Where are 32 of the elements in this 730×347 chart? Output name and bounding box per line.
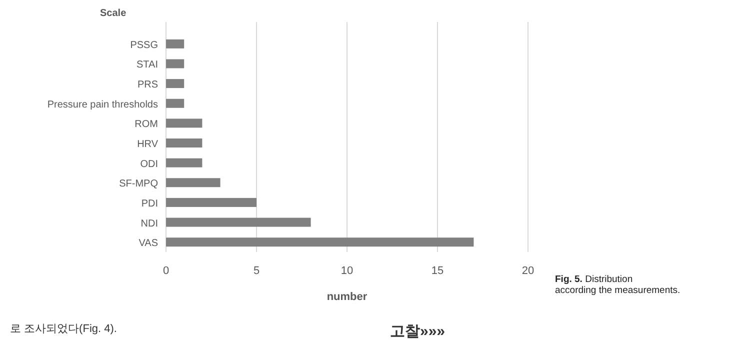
y-tick-label: PDI bbox=[141, 198, 158, 210]
bar bbox=[166, 98, 184, 108]
y-tick-label: NDI bbox=[140, 218, 158, 230]
y-tick-label: Pressure pain thresholds bbox=[47, 99, 158, 110]
bar bbox=[166, 198, 256, 207]
x-tick-label: 15 bbox=[431, 265, 444, 277]
x-tick-label: 5 bbox=[253, 265, 260, 277]
y-tick-label: PRS bbox=[137, 80, 158, 91]
y-tick-label: HRV bbox=[137, 139, 158, 150]
bar bbox=[166, 138, 202, 148]
x-tick-label: 0 bbox=[162, 265, 170, 277]
bar bbox=[166, 238, 474, 247]
y-tick-label: ROM bbox=[134, 119, 158, 130]
bar bbox=[166, 118, 202, 128]
bar bbox=[166, 39, 184, 48]
text: 고찰»»» bbox=[390, 323, 446, 340]
y-tick-label: STAI bbox=[136, 60, 158, 71]
bar bbox=[166, 59, 184, 68]
x-tick-label: 20 bbox=[522, 265, 534, 277]
bar bbox=[166, 178, 220, 188]
y-axis-title: Scale bbox=[100, 8, 127, 19]
bar bbox=[166, 79, 184, 88]
text: Fig. 5. Distribution according the measurements. bbox=[555, 274, 680, 296]
x-axis-title: number bbox=[326, 291, 368, 303]
bar bbox=[166, 158, 202, 168]
y-tick-label: SF-MPQ bbox=[119, 178, 158, 190]
text: 로 조사되었다(Fig. 4). bbox=[10, 323, 117, 335]
x-tick-label: 10 bbox=[340, 265, 354, 277]
y-tick-label: PSSG bbox=[130, 40, 158, 51]
bar bbox=[166, 218, 311, 227]
y-tick-label: VAS bbox=[138, 238, 158, 250]
y-tick-label: ODI bbox=[140, 158, 158, 170]
